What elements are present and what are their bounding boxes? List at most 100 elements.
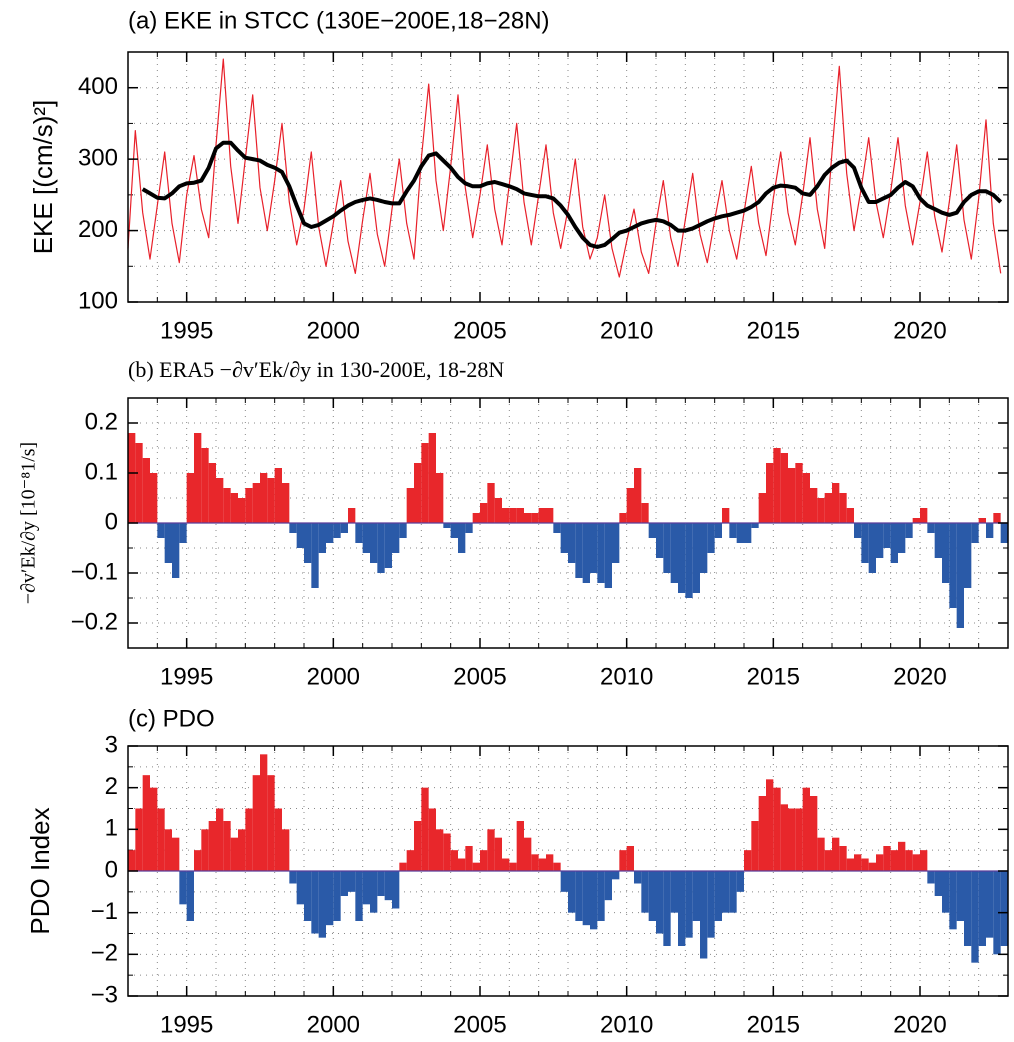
bar bbox=[670, 871, 678, 913]
bar bbox=[208, 821, 216, 871]
y-tick-label: 1 bbox=[105, 815, 118, 842]
x-tick-label: 2010 bbox=[600, 1011, 653, 1038]
bar bbox=[355, 523, 363, 543]
bar bbox=[663, 523, 671, 573]
bar bbox=[377, 871, 385, 896]
bar bbox=[384, 523, 392, 568]
bar bbox=[494, 498, 502, 523]
bar bbox=[626, 846, 634, 871]
bar bbox=[685, 523, 693, 598]
y-axis-label: −∂v′Ek/∂y [10⁻⁸1/s] bbox=[18, 442, 40, 604]
bar bbox=[128, 850, 136, 871]
bar bbox=[986, 523, 994, 538]
bar bbox=[150, 473, 158, 523]
y-tick-label: 0.1 bbox=[85, 458, 118, 485]
bar bbox=[348, 508, 356, 523]
bar bbox=[604, 523, 612, 588]
bar bbox=[920, 850, 928, 871]
bar bbox=[443, 833, 451, 871]
bar bbox=[267, 775, 275, 871]
bar bbox=[839, 493, 847, 523]
bar bbox=[744, 850, 752, 871]
bar bbox=[795, 463, 803, 523]
x-tick-label: 2000 bbox=[307, 663, 360, 690]
bar bbox=[362, 523, 370, 553]
y-tick-label: 400 bbox=[78, 73, 118, 100]
y-tick-label: 200 bbox=[78, 216, 118, 243]
bar bbox=[414, 821, 422, 871]
bar bbox=[135, 808, 143, 871]
bar bbox=[670, 523, 678, 583]
bar bbox=[729, 523, 737, 538]
bar bbox=[678, 871, 686, 946]
bar bbox=[788, 808, 796, 871]
bar bbox=[832, 837, 840, 871]
bar bbox=[289, 871, 297, 884]
bar bbox=[575, 523, 583, 578]
bar bbox=[1000, 523, 1008, 543]
bar bbox=[736, 523, 744, 543]
bar bbox=[172, 523, 180, 578]
bar bbox=[238, 829, 246, 871]
bar bbox=[436, 829, 444, 871]
bar bbox=[421, 787, 429, 871]
bar bbox=[546, 854, 554, 871]
panel: (a) EKE in STCC (130E−200E,18−28N) EKE [(… bbox=[28, 7, 1009, 344]
bar bbox=[326, 523, 334, 543]
bar bbox=[582, 871, 590, 926]
bar bbox=[538, 858, 546, 871]
bar bbox=[832, 483, 840, 523]
bar bbox=[531, 854, 539, 871]
bar bbox=[560, 871, 568, 892]
bar bbox=[751, 821, 759, 871]
bar bbox=[157, 523, 165, 538]
bar bbox=[590, 523, 598, 573]
bar bbox=[707, 871, 715, 938]
bar bbox=[157, 808, 165, 871]
bar bbox=[362, 871, 370, 905]
bar bbox=[604, 871, 612, 901]
bar bbox=[824, 850, 832, 871]
x-tick-label: 1995 bbox=[160, 1011, 213, 1038]
bar bbox=[194, 850, 202, 871]
bar bbox=[810, 488, 818, 523]
bar bbox=[597, 871, 605, 921]
x-tick-label: 1995 bbox=[160, 317, 213, 344]
bar bbox=[648, 523, 656, 538]
bar bbox=[333, 523, 341, 538]
bar bbox=[692, 523, 700, 593]
bar bbox=[685, 871, 693, 938]
bar bbox=[560, 523, 568, 553]
bar bbox=[502, 858, 510, 871]
bar bbox=[714, 871, 722, 921]
bar bbox=[964, 871, 972, 946]
bar bbox=[509, 862, 517, 871]
bar bbox=[164, 829, 172, 871]
bar bbox=[597, 523, 605, 583]
bar bbox=[480, 850, 488, 871]
bar bbox=[164, 523, 172, 563]
bar bbox=[238, 498, 246, 523]
bar bbox=[802, 473, 810, 523]
bar bbox=[348, 871, 356, 892]
bar bbox=[553, 862, 561, 871]
bar bbox=[817, 837, 825, 871]
bar bbox=[472, 862, 480, 871]
bar bbox=[890, 850, 898, 871]
bar bbox=[788, 468, 796, 523]
bar bbox=[318, 523, 326, 553]
bar bbox=[377, 523, 385, 573]
bar bbox=[311, 871, 319, 934]
bar bbox=[722, 508, 730, 523]
bar bbox=[612, 871, 620, 880]
bar bbox=[282, 829, 290, 871]
x-tick-label: 2000 bbox=[307, 1011, 360, 1038]
bar bbox=[758, 493, 766, 523]
bar bbox=[920, 508, 928, 523]
bar bbox=[524, 837, 532, 871]
x-tick-label: 1995 bbox=[160, 663, 213, 690]
line-series bbox=[127, 58, 1002, 278]
bar bbox=[428, 808, 436, 871]
bar bbox=[260, 473, 268, 523]
